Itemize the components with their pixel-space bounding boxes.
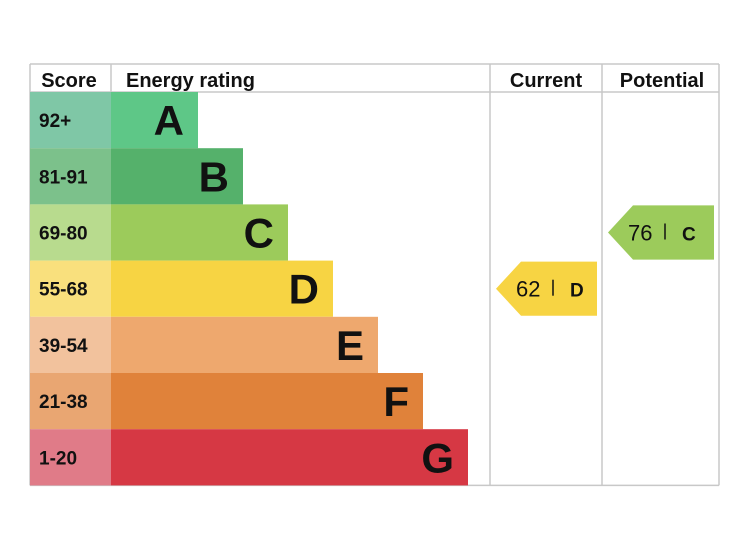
score-label-f: 21-38 <box>39 392 88 413</box>
score-cell-c <box>30 204 111 261</box>
score-cell-a <box>30 92 111 149</box>
band-letter-g: G <box>421 434 454 481</box>
band-letter-d: D <box>289 266 319 313</box>
potential-rating-letter: C <box>682 225 696 246</box>
header-row: Score Energy rating Current Potential <box>41 70 704 92</box>
potential-rating-value: 76 <box>628 221 652 246</box>
band-letter-b: B <box>199 153 229 200</box>
score-cell-f <box>30 373 111 430</box>
band-bar-b <box>111 148 243 205</box>
band-bar-f <box>111 373 423 430</box>
score-cell-g <box>30 429 111 486</box>
band-bar-e <box>111 316 378 373</box>
rating-arrows: 62 D 76 C <box>496 205 714 316</box>
score-label-b: 81-91 <box>39 167 88 188</box>
band-letter-a: A <box>154 97 184 144</box>
score-label-e: 39-54 <box>39 336 88 357</box>
current-rating-value: 62 <box>516 277 540 302</box>
potential-header: Potential <box>620 70 704 92</box>
current-rating-arrow <box>496 261 597 316</box>
score-cell-b <box>30 148 111 205</box>
potential-rating-arrow <box>608 205 714 260</box>
band-bar-c <box>111 204 288 261</box>
score-label-c: 69-80 <box>39 224 88 245</box>
band-bar-a <box>111 92 198 149</box>
band-bar-d <box>111 260 333 317</box>
score-label-g: 1-20 <box>39 448 77 469</box>
current-header: Current <box>510 70 583 92</box>
energy-rating-header: Energy rating <box>126 70 255 92</box>
band-letter-f: F <box>383 378 409 425</box>
band-letter-c: C <box>244 210 274 257</box>
band-bar-g <box>111 429 468 486</box>
score-header: Score <box>41 70 97 92</box>
score-label-a: 92+ <box>39 111 71 132</box>
current-rating-letter: D <box>570 281 584 302</box>
rating-bands: 92+ A 81-91 B 69-80 C 55-68 D 39-54 E 21-38 F 1-20 G <box>30 92 468 486</box>
band-letter-e: E <box>336 322 364 369</box>
score-cell-e <box>30 316 111 373</box>
score-label-d: 55-68 <box>39 280 88 301</box>
score-cell-d <box>30 260 111 317</box>
